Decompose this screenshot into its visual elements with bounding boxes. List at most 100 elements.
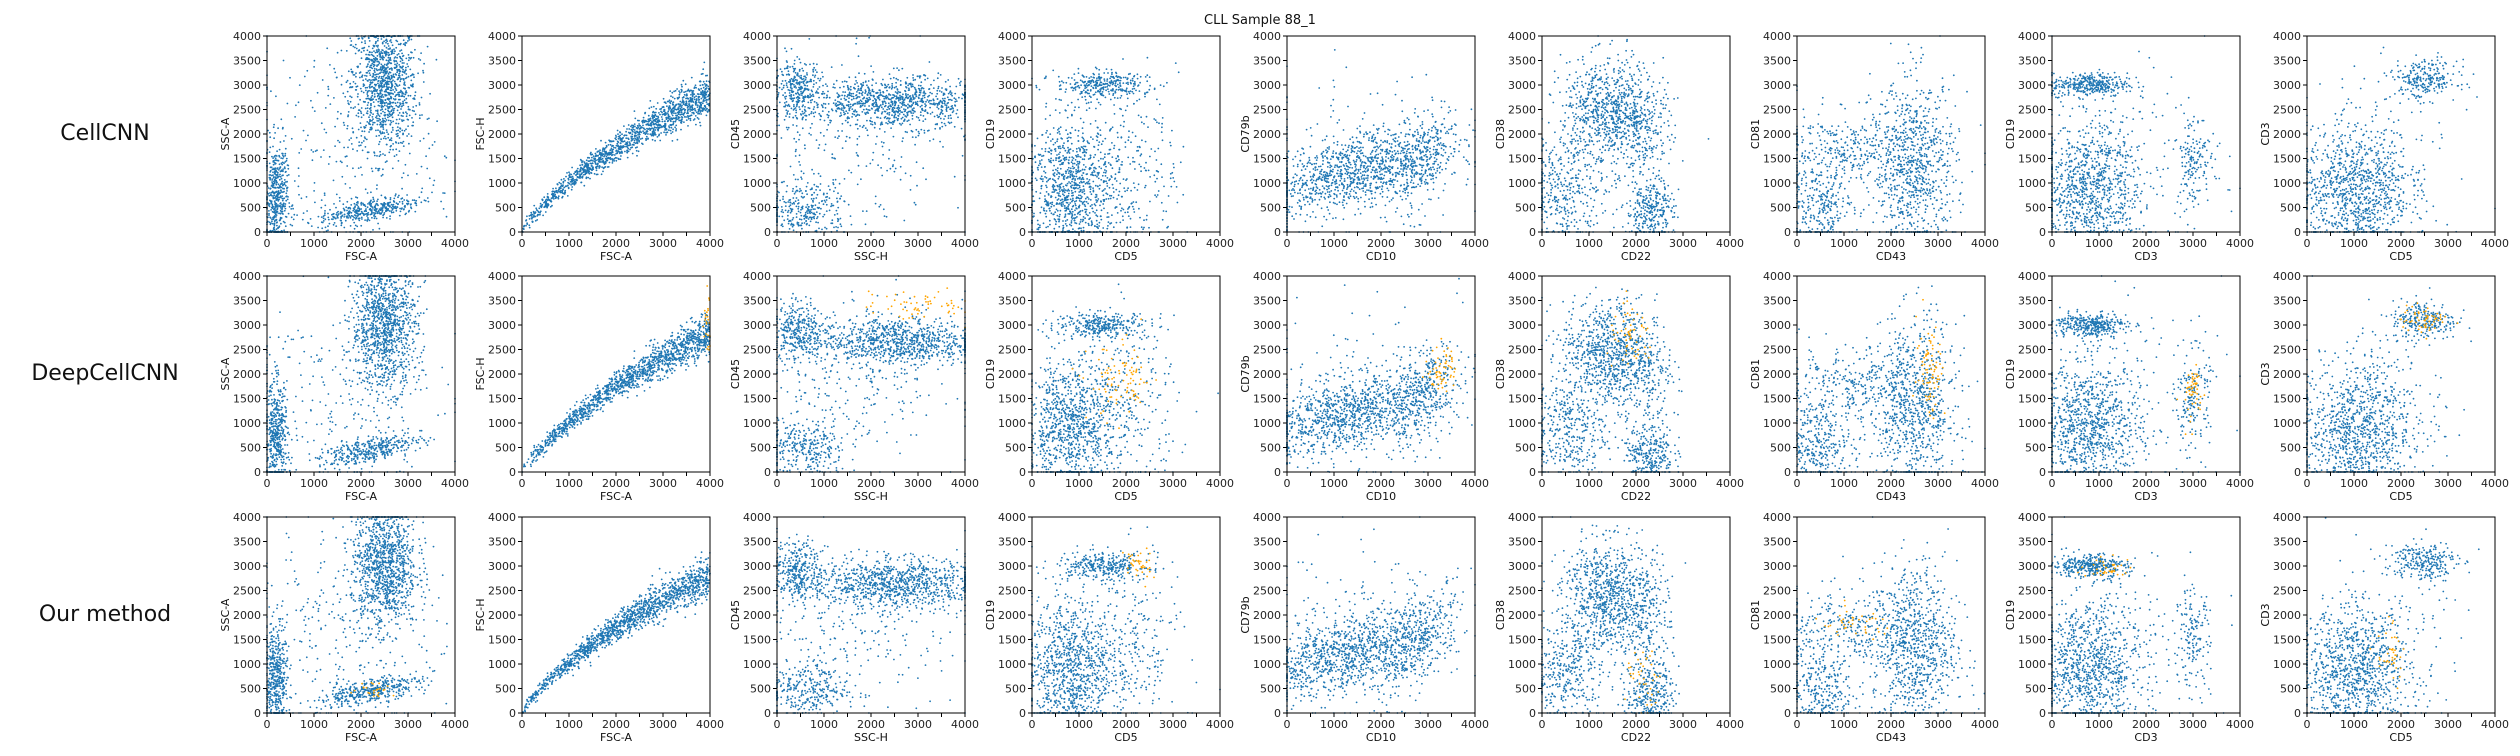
data-point-167 <box>407 36 410 39</box>
data-point-786 <box>836 104 839 107</box>
data-point-1051 <box>585 171 588 173</box>
data-point-697 <box>704 109 707 112</box>
data-point-532 <box>699 93 702 96</box>
data-point-981 <box>813 76 816 78</box>
data-point-1044 <box>792 94 795 96</box>
data-point-338 <box>591 153 594 156</box>
data-point-1199 <box>706 74 709 77</box>
data-point-1816 <box>367 211 370 214</box>
data-point-608 <box>383 74 386 77</box>
data-point-454 <box>891 114 893 117</box>
row-label-0: CellCNN <box>60 121 149 146</box>
data-point-11 <box>394 63 396 66</box>
data-point-693 <box>403 83 405 86</box>
data-point-145 <box>888 111 891 114</box>
data-point-1088 <box>785 101 788 103</box>
data-point-924 <box>598 165 601 167</box>
data-point-572 <box>381 78 384 80</box>
data-point-275 <box>900 124 902 126</box>
data-point-683 <box>889 94 892 96</box>
data-point-1672 <box>321 221 324 224</box>
data-point-955 <box>634 132 637 135</box>
data-point-446 <box>377 77 380 79</box>
data-point-251 <box>359 98 361 101</box>
data-point-1232 <box>623 125 625 127</box>
data-point-231 <box>842 91 844 93</box>
data-point-248 <box>946 96 949 99</box>
data-point-720 <box>633 123 636 125</box>
data-point-1099 <box>386 98 389 100</box>
data-point-756 <box>853 86 855 89</box>
data-point-323 <box>878 98 881 101</box>
data-point-379 <box>848 109 851 112</box>
data-point-2034 <box>364 188 367 191</box>
data-point-1888 <box>398 194 400 197</box>
data-point-1024 <box>579 177 581 179</box>
data-point-79 <box>418 102 421 104</box>
data-point-1322 <box>806 212 809 215</box>
data-point-1057 <box>793 85 796 88</box>
data-point-491 <box>377 60 380 63</box>
data-point-735 <box>864 105 866 107</box>
data-point-511 <box>682 114 685 116</box>
data-point-1994 <box>327 88 330 91</box>
data-point-42 <box>947 115 950 117</box>
data-point-1217 <box>663 120 666 123</box>
data-point-146 <box>538 207 541 210</box>
data-point-384 <box>839 112 842 114</box>
data-point-136 <box>943 102 946 105</box>
data-point-1840 <box>357 206 360 208</box>
data-point-716 <box>360 51 363 53</box>
data-point-1244 <box>781 225 784 228</box>
data-point-1645 <box>327 212 329 215</box>
data-point-742 <box>366 104 369 106</box>
data-point-672 <box>895 81 897 84</box>
data-point-1256 <box>830 203 833 205</box>
data-point-1027 <box>396 78 399 81</box>
data-point-1924 <box>381 209 384 212</box>
data-point-560 <box>861 86 863 88</box>
data-point-631 <box>953 97 956 100</box>
data-point-1421 <box>278 178 281 181</box>
data-point-94 <box>788 92 791 94</box>
data-point-423 <box>896 119 899 122</box>
data-point-540 <box>842 85 845 88</box>
data-point-370 <box>823 92 826 95</box>
data-point-1026 <box>781 80 784 82</box>
data-point-1064 <box>539 202 542 205</box>
data-point-593 <box>376 55 379 57</box>
data-point-1101 <box>611 157 613 160</box>
data-point-285 <box>377 167 379 170</box>
data-point-1108 <box>281 199 284 202</box>
data-point-271 <box>375 98 378 101</box>
data-point-1599 <box>327 225 329 228</box>
data-point-202 <box>654 139 656 142</box>
data-point-976 <box>681 113 683 116</box>
data-point-494 <box>826 85 829 87</box>
data-point-1370 <box>671 114 674 117</box>
data-point-2065 <box>347 207 350 210</box>
data-point-1035 <box>700 87 703 90</box>
data-point-896 <box>901 111 904 114</box>
data-point-1065 <box>634 137 636 140</box>
data-point-1081 <box>350 44 353 46</box>
data-point-451 <box>423 62 425 65</box>
data-point-554 <box>364 137 367 140</box>
data-point-935 <box>663 125 665 128</box>
data-point-650 <box>834 99 837 101</box>
data-point-2121 <box>335 193 338 196</box>
data-point-1342 <box>278 196 281 199</box>
data-point-308 <box>700 97 703 100</box>
data-point-447 <box>937 116 940 119</box>
y-tick-label: 4000 <box>488 30 516 43</box>
data-point-2054 <box>355 217 357 220</box>
data-point-229 <box>579 158 582 161</box>
data-point-169 <box>891 82 894 85</box>
data-point-782 <box>647 133 649 135</box>
data-point-109 <box>374 71 376 73</box>
data-point-1095 <box>379 153 382 156</box>
data-point-1847 <box>385 217 388 219</box>
data-point-1857 <box>333 222 336 224</box>
data-point-1190 <box>798 138 800 141</box>
data-point-262 <box>834 86 836 89</box>
